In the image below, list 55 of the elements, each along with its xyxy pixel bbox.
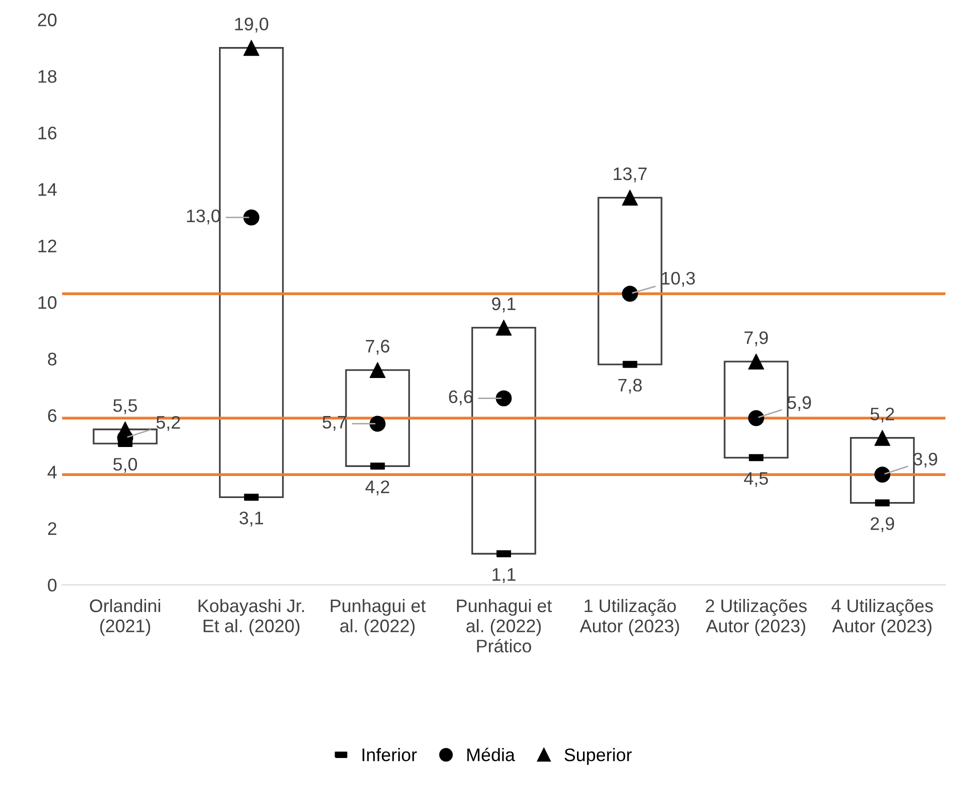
x-tick-label: 1 Utilização Autor (2023) (580, 598, 680, 636)
x-tick-label: Punhagui et al. (2022) Prático (457, 598, 552, 652)
data-label: 4,5 (744, 472, 768, 487)
bar (598, 196, 662, 366)
legend-label: Superior (564, 748, 632, 765)
point (874, 466, 890, 483)
y-tick-label: 20 (38, 14, 57, 26)
data-label: 5,9 (787, 396, 811, 412)
bar (218, 47, 284, 498)
bar (724, 360, 789, 458)
point (243, 40, 260, 56)
y-tick-label: 18 (38, 70, 56, 83)
point (622, 190, 638, 206)
point (748, 354, 764, 370)
data-label: 7,6 (366, 340, 390, 355)
data-label: 1,1 (492, 568, 516, 584)
y-tick-label: 2 (48, 522, 56, 535)
data-label: 2,9 (870, 517, 894, 532)
data-label: 9,1 (492, 297, 516, 312)
x-tick-label: 2 Utilizações Autor (2023) (706, 598, 807, 636)
data-label: 3,1 (240, 512, 264, 527)
point (622, 286, 638, 302)
bar (471, 326, 536, 555)
data-label: 6,6 (449, 390, 472, 406)
data-label: 5,5 (113, 399, 137, 414)
y-tick-label: 12 (38, 240, 56, 252)
x-tick-label: Orlandini (2021) (90, 598, 160, 636)
y-tick-label: 6 (48, 409, 56, 422)
y-tick-label: 16 (38, 126, 56, 140)
y-tick-label: 14 (38, 183, 57, 196)
data-label: 7,9 (744, 331, 768, 346)
data-label: 13,7 (614, 167, 647, 182)
data-label: 4,2 (365, 480, 390, 496)
point (496, 390, 512, 406)
y-tick-label: 10 (38, 296, 57, 309)
data-label: 5,0 (113, 458, 138, 473)
data-label: 7,8 (618, 378, 642, 394)
x-tick-label: 4 Utilizações Autor (2023) (832, 598, 933, 636)
data-label: 19,0 (235, 18, 268, 33)
legend-label: Inferior (362, 748, 417, 762)
legend-label: Média (467, 748, 516, 762)
point (370, 362, 386, 378)
data-label: 5,2 (156, 416, 180, 431)
x-tick-label: Punhagui et al. (2022) (330, 598, 426, 636)
point (243, 209, 260, 226)
point (496, 320, 512, 336)
y-tick-label: 0 (48, 578, 57, 592)
point (874, 430, 890, 446)
point (370, 416, 386, 432)
y-tick-label: 8 (48, 352, 56, 366)
point (748, 410, 764, 426)
y-tick-label: 4 (48, 466, 57, 478)
x-tick-label: Kobayashi Jr. Et al. (2020) (198, 598, 304, 636)
data-label: 3,9 (914, 452, 938, 468)
point (117, 421, 134, 438)
